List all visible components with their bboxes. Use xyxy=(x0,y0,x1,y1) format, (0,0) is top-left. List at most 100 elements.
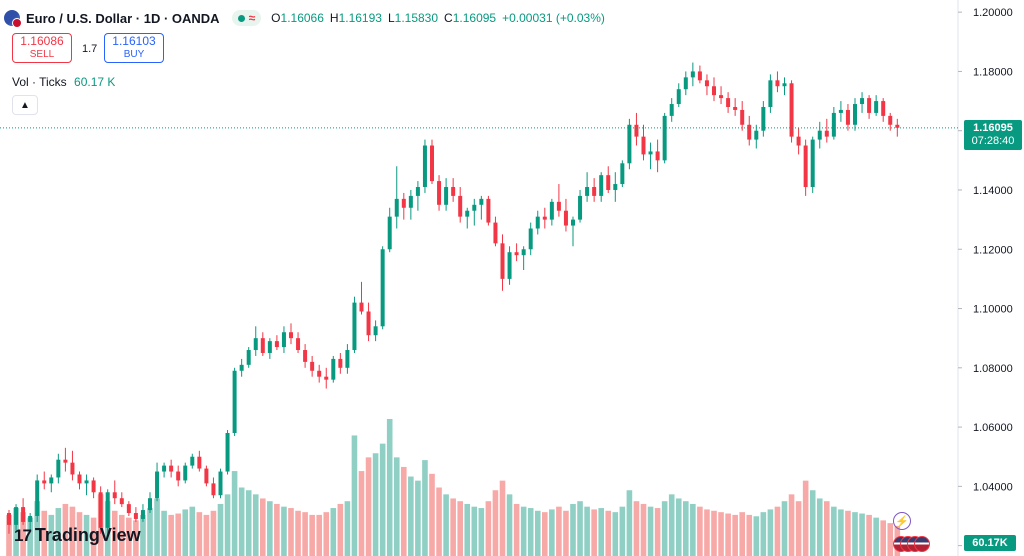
symbol-title[interactable]: Euro / U.S. Dollar · 1D · OANDA xyxy=(26,10,220,26)
candle xyxy=(754,124,759,149)
candle xyxy=(352,296,357,353)
candle xyxy=(289,323,293,345)
candle-body xyxy=(63,459,68,463)
volume-bar xyxy=(189,506,196,556)
candle-body xyxy=(690,71,695,78)
candle xyxy=(662,112,667,164)
tradingview-logo[interactable]: 17 TradingView xyxy=(14,525,141,546)
candle xyxy=(430,139,434,185)
economic-events[interactable] xyxy=(893,536,930,552)
candle-body xyxy=(838,109,843,113)
volume-bar xyxy=(203,514,210,556)
volume-bar xyxy=(859,513,865,556)
buy-button[interactable]: 1.16103 BUY xyxy=(104,33,164,63)
candle xyxy=(422,139,427,193)
candle xyxy=(747,115,752,146)
volume-bar xyxy=(704,509,710,556)
volume-bar xyxy=(379,443,386,556)
candle xyxy=(324,367,329,389)
buy-price: 1.16103 xyxy=(112,34,156,48)
candle-body xyxy=(49,477,54,484)
volume-bar xyxy=(140,514,146,556)
volume-bar xyxy=(633,501,640,556)
candle xyxy=(571,216,575,247)
candle xyxy=(782,77,787,96)
volume-bar xyxy=(69,506,76,556)
candle-body xyxy=(662,115,667,161)
candle-body xyxy=(422,145,427,188)
lightning-icon[interactable]: ⚡ xyxy=(893,512,911,530)
volume-bar xyxy=(90,517,97,556)
y-tick-label: 1.18000 xyxy=(973,66,1013,78)
collapse-legend-button[interactable]: ▲ xyxy=(12,95,38,115)
candle-body xyxy=(874,101,879,113)
volume-bar xyxy=(711,510,717,556)
bar-countdown: 07:28:40 xyxy=(971,134,1015,147)
candle-body xyxy=(592,187,597,196)
volume-bar xyxy=(880,520,886,556)
volume-bar xyxy=(647,506,654,556)
y-tick-label: 1.12000 xyxy=(973,244,1013,256)
volume-bar xyxy=(119,514,125,556)
candle xyxy=(761,101,766,137)
candle xyxy=(303,344,308,368)
candle-body xyxy=(7,513,11,525)
candle-body xyxy=(676,89,681,105)
volume-bar xyxy=(802,480,809,556)
volume-bar xyxy=(598,508,604,556)
market-status-pill[interactable]: ≈ xyxy=(231,10,262,26)
candle-body xyxy=(486,198,491,223)
candle xyxy=(401,192,406,220)
volume-bar xyxy=(168,514,174,556)
candle-body xyxy=(331,358,336,380)
candle xyxy=(556,184,561,217)
volume-bar xyxy=(661,501,668,556)
volume-bar xyxy=(288,508,294,556)
volume-bar xyxy=(626,490,633,556)
volume-bar xyxy=(274,503,280,556)
candle-body xyxy=(204,468,209,484)
volume-bar xyxy=(316,514,322,556)
volume-bar xyxy=(344,501,351,556)
candle xyxy=(204,465,209,487)
volume-legend[interactable]: Vol · Ticks 60.17 K xyxy=(12,75,115,89)
candle-body xyxy=(782,83,787,87)
candle-body xyxy=(155,471,160,499)
candle xyxy=(521,246,526,270)
candle xyxy=(133,507,138,522)
us-flag-event-icon[interactable] xyxy=(914,536,930,552)
wave-indicator-icon: ≈ xyxy=(248,11,256,25)
volume-bar xyxy=(401,466,407,556)
volume-bar xyxy=(838,509,844,556)
candle-body xyxy=(218,471,223,496)
candle-body xyxy=(697,71,702,81)
spread-value: 1.7 xyxy=(82,43,98,55)
volume-bar xyxy=(457,501,463,556)
y-axis[interactable]: 1.200001.180001.160001.140001.120001.100… xyxy=(958,7,1013,553)
candle xyxy=(860,92,865,113)
volume-bar xyxy=(111,510,118,556)
candle-body xyxy=(465,210,470,217)
candle-body xyxy=(620,163,625,185)
candle-body xyxy=(556,201,561,211)
candle-body xyxy=(119,498,124,505)
candle xyxy=(70,450,75,481)
candle xyxy=(359,281,364,315)
volume-bar xyxy=(584,506,590,556)
candle xyxy=(246,347,251,368)
candle-body xyxy=(415,187,420,196)
candle xyxy=(126,501,131,516)
volume-bar xyxy=(217,503,224,556)
volume-bar xyxy=(161,510,167,556)
candle-body xyxy=(303,350,308,362)
candle-body xyxy=(888,115,893,125)
volume-bar xyxy=(133,520,139,556)
volume-bar xyxy=(295,510,301,556)
candle-body xyxy=(733,106,738,110)
candle-body xyxy=(56,459,61,478)
volume-bar xyxy=(852,512,858,556)
chevron-up-icon: ▲ xyxy=(20,99,30,111)
volume-bar xyxy=(245,490,252,556)
sell-button[interactable]: 1.16086 SELL xyxy=(12,33,72,63)
